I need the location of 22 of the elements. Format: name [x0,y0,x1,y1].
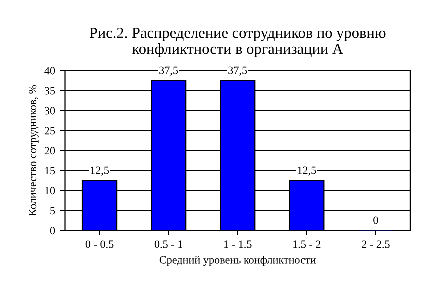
x-tick-label: 2 - 2.5 [362,240,390,248]
y-tick-label: 15 [45,167,56,175]
x-tick-label: 1 - 1.5 [224,240,252,248]
data-label: 12,5 [298,166,316,176]
x-tick-label: 0 - 0.5 [86,240,114,248]
data-label: 0 [374,216,378,224]
y-tick-label: 25 [44,127,56,135]
y-tick-label: 30 [44,107,56,115]
y-tick-label: 10 [45,187,56,195]
data-label: 37,5 [160,66,178,76]
y-tick-label: 40 [44,67,56,75]
data-label: 37,5 [228,66,248,76]
x-axis-title: Средний уровень конфликтности [160,256,316,266]
y-tick-label: 20 [44,147,56,155]
y-tick-label: 0 [50,227,56,235]
y-tick-label: 35 [44,87,56,95]
data-label: 12,5 [91,166,110,176]
chart-title: Рис.2. Распределение сотрудников по уровню конфликтности в организации А [90,28,386,58]
y-tick-label: 5 [50,207,56,215]
x-tick-label: 1.5 - 2 [294,240,321,248]
x-tick-label: 0.5 - 1 [154,240,183,248]
y-axis-title: Количество сотрудников, % [29,85,39,216]
